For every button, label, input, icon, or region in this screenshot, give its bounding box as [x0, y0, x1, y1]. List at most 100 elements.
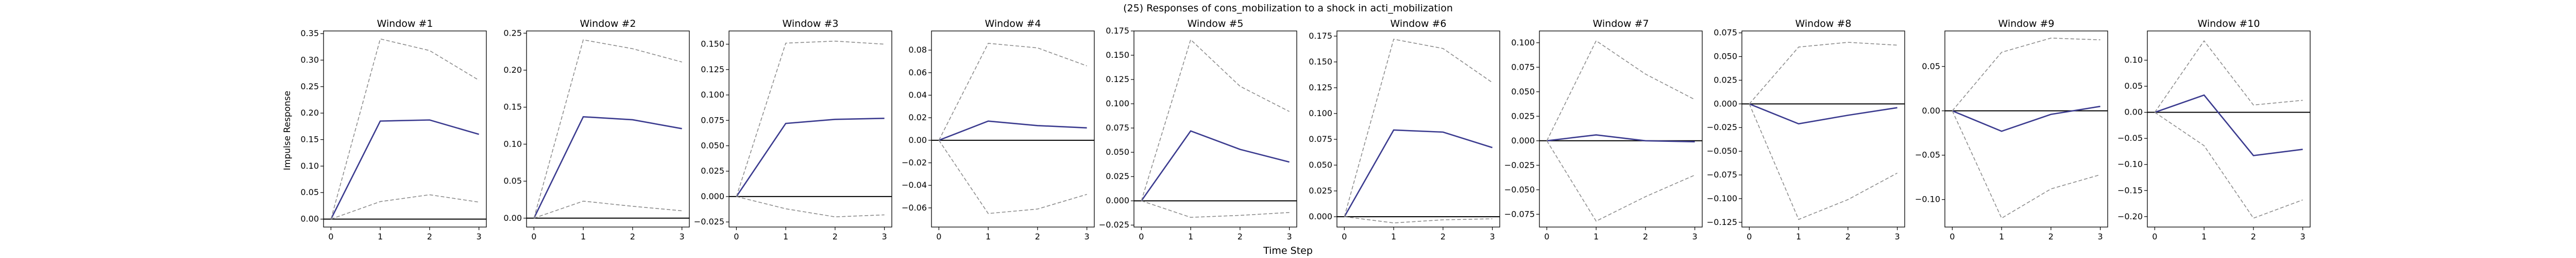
- x-tick-label: 1: [783, 232, 788, 241]
- upper-band-line: [533, 39, 682, 219]
- y-tick-label: 0.100: [1106, 99, 1129, 108]
- y-tick-label: 0.075: [1106, 123, 1129, 133]
- lower-band-line: [1952, 110, 2100, 219]
- panel-title: Window #10: [2197, 18, 2260, 29]
- response-line: [2154, 94, 2303, 156]
- y-tick-label: −0.05: [1915, 150, 1940, 160]
- x-tick-label: 3: [1287, 232, 1292, 241]
- y-tick-label: 0.000: [1511, 136, 1535, 146]
- y-tick-label: 0.075: [1714, 28, 1737, 38]
- y-tick-label: 0.100: [1511, 38, 1535, 47]
- x-tick-label: 0: [1544, 232, 1549, 241]
- panel-title: Window #1: [377, 18, 433, 29]
- response-line: [1344, 129, 1493, 217]
- y-tick-label: 0.125: [1106, 74, 1129, 84]
- y-tick-label: 0.150: [1106, 50, 1129, 60]
- panels: Window #10 1 2 30.000.050.100.150.200.250.3…: [300, 18, 2311, 241]
- y-tick-label: 0.15: [300, 135, 319, 144]
- response-line: [938, 120, 1087, 141]
- axes-frame: [323, 30, 487, 228]
- response-line: [1547, 134, 1695, 142]
- y-tick-label: 0.150: [701, 39, 724, 49]
- y-tick-label: 0.050: [1106, 147, 1129, 157]
- y-tick-label: 0.10: [503, 139, 522, 149]
- x-tick-label: 2: [1238, 232, 1243, 241]
- x-tick-label: 3: [1895, 232, 1900, 241]
- x-tick-label: 3: [1084, 232, 1090, 241]
- y-tick-label: 0.05: [2124, 81, 2143, 91]
- upper-band-line: [330, 38, 480, 219]
- panel-window-8: Window #8 0 1 2 3 −0.125 −0.100 −0.075 −0.050 −0.…: [1707, 18, 1905, 241]
- y-tick-label: 0.05: [300, 187, 319, 197]
- x-tick-label: 0: [1139, 232, 1144, 241]
- panel-title: Window #4: [985, 18, 1041, 29]
- x-tick-label: 1: [1594, 232, 1599, 241]
- y-tick-label: 0.025: [1309, 186, 1332, 196]
- y-tick-label: 0.000: [1309, 212, 1332, 221]
- y-tick-label: −0.10: [2117, 159, 2143, 169]
- axes-frame: [2147, 30, 2311, 228]
- axes-frame: [1133, 30, 1297, 228]
- upper-band-line: [1344, 39, 1493, 217]
- x-tick-label: 2: [1643, 232, 1648, 241]
- x-tick-label: 2: [1035, 232, 1040, 241]
- response-line: [1141, 130, 1290, 201]
- y-tick-label: 0.04: [908, 90, 927, 100]
- figure-xlabel: Time Step: [1263, 245, 1313, 256]
- x-tick-label: 3: [680, 232, 685, 241]
- x-tick-label: 3: [477, 232, 482, 241]
- y-tick-label: 0.075: [701, 115, 724, 125]
- x-tick-label: 3: [882, 232, 887, 241]
- figure-suptitle: (25) Responses of cons_mobilization to a…: [1123, 3, 1453, 14]
- lower-band-line: [938, 140, 1087, 214]
- y-tick-label: −0.050: [1504, 185, 1535, 195]
- y-tick-label: −0.20: [2117, 212, 2143, 221]
- y-tick-label: 0.050: [1714, 52, 1737, 61]
- x-tick-label: 3: [2098, 232, 2103, 241]
- x-tick-label: 2: [833, 232, 838, 241]
- y-tick-label: 0.000: [1714, 99, 1737, 108]
- upper-band-line: [1546, 40, 1695, 141]
- panel-window-4: Window #4 0 1 2 3 −0.06 −0.04 −0.02 0.00 0.02 0.04…: [902, 18, 1095, 241]
- panel-title: Window #7: [1593, 18, 1649, 29]
- lower-band-line: [1344, 216, 1493, 223]
- y-tick-label: 0.100: [701, 90, 724, 100]
- lower-band-line: [331, 194, 479, 220]
- x-tick-label: 2: [630, 232, 635, 241]
- y-tick-label: 0.025: [1511, 111, 1535, 121]
- x-tick-label: 2: [427, 232, 432, 241]
- y-tick-label: −0.075: [1504, 209, 1535, 219]
- lower-band-line: [1546, 140, 1695, 222]
- upper-band-line: [1749, 42, 1897, 104]
- y-tick-label: 0.05: [503, 176, 522, 186]
- lower-band-line: [1141, 200, 1290, 218]
- y-tick-label: −0.025: [1099, 220, 1129, 230]
- y-tick-label: 0.125: [1309, 83, 1332, 92]
- y-tick-label: 0.20: [503, 65, 522, 75]
- y-tick-label: 0.06: [908, 68, 927, 77]
- y-tick-label: −0.050: [1707, 146, 1737, 156]
- x-tick-label: 1: [1999, 232, 2004, 241]
- y-tick-label: −0.025: [1504, 160, 1535, 170]
- y-tick-label: −0.125: [1707, 217, 1737, 227]
- panel-window-7: Window #7 0 1 2 3 −0.075 −0.050 −0.025 0.000 0.02…: [1504, 18, 1703, 241]
- y-tick-label: 0.35: [300, 28, 319, 38]
- x-tick-label: 1: [986, 232, 991, 241]
- y-tick-label: 0.02: [908, 112, 927, 122]
- x-tick-label: 0: [2152, 232, 2157, 241]
- y-tick-label: 0.00: [1922, 106, 1940, 116]
- x-tick-label: 3: [1490, 232, 1495, 241]
- panel-window-2: Window #2 0 1 2 3 0.00 0.05 0.10 0.15 0.20 0.25: [503, 18, 690, 241]
- x-tick-label: 0: [531, 232, 536, 241]
- response-line: [533, 116, 682, 219]
- y-tick-label: 0.025: [1106, 171, 1129, 181]
- panel-title: Window #6: [1391, 18, 1447, 29]
- y-tick-label: −0.05: [2117, 133, 2143, 143]
- x-tick-label: 2: [1440, 232, 1446, 241]
- y-tick-label: 0.025: [701, 166, 724, 176]
- y-tick-label: 0.050: [1511, 87, 1535, 96]
- x-tick-label: 0: [1342, 232, 1347, 241]
- lower-band-line: [534, 200, 682, 219]
- panel-title: Window #3: [783, 18, 839, 29]
- panel-title: Window #5: [1188, 18, 1244, 29]
